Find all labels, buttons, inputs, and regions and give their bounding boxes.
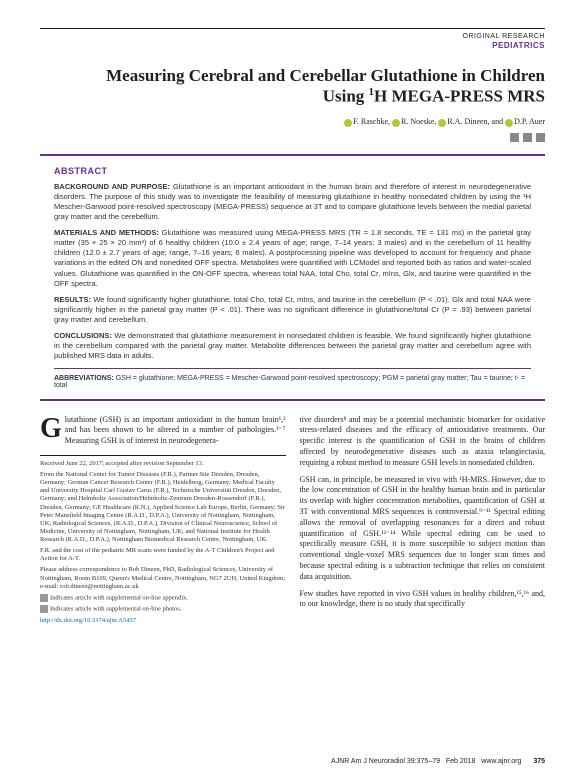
orcid-icon: [505, 119, 513, 127]
con-label: CONCLUSIONS:: [54, 331, 112, 340]
appendix-icon: [40, 594, 48, 602]
mm-label: MATERIALS AND METHODS:: [54, 228, 159, 237]
author-2: R. Noeske,: [401, 117, 436, 126]
abbrev-label: ABBREVIATIONS:: [54, 375, 114, 382]
body-p4: Few studies have reported in vivo GSH va…: [300, 589, 546, 611]
res-label: RESULTS:: [54, 295, 91, 304]
abbreviations: ABBREVIATIONS: GSH = glutathione; MEGA-P…: [54, 368, 531, 389]
orcid-icon: [392, 119, 400, 127]
dropcap: G: [40, 415, 65, 441]
footer-date: Feb 2018: [446, 758, 476, 765]
bg-label: BACKGROUND AND PURPOSE:: [54, 182, 170, 191]
page-footer: AJNR Am J Neuroradiol 39:375–79 Feb 2018…: [331, 758, 545, 765]
author-3: R.A. Dineen,: [447, 117, 489, 126]
abstract-results: RESULTS: We found significantly higher g…: [54, 295, 531, 325]
header-labels: ORIGINAL RESEARCH PEDIATRICS: [40, 33, 545, 50]
orcid-icon: [438, 119, 446, 127]
p1-text: lutathione (GSH) is an important antioxi…: [65, 415, 286, 446]
author-sep: and: [492, 117, 504, 126]
fn-funding: F.R. and the cost of the pediatric MR sc…: [40, 547, 286, 563]
abstract-background: BACKGROUND AND PURPOSE: Glutathione is a…: [54, 182, 531, 223]
body-p2: tive disorders⁸ and may be a potential m…: [300, 415, 546, 469]
fn-from: From the National Center for Tumor Disea…: [40, 471, 286, 544]
body-p1: Glutathione (GSH) is an important antiox…: [40, 415, 286, 447]
con-text: We demonstrated that glutathione measure…: [54, 331, 531, 360]
suppl2-text: Indicates article with supplemental on-l…: [50, 606, 181, 613]
abstract-methods: MATERIALS AND METHODS: Glutathione was m…: [54, 228, 531, 289]
article-title: Measuring Cerebral and Cerebellar Glutat…: [40, 66, 545, 107]
footer-journal: AJNR Am J Neuroradiol 39:375–79: [331, 758, 440, 765]
abstract-conclusions: CONCLUSIONS: We demonstrated that glutat…: [54, 331, 531, 361]
header-category: ORIGINAL RESEARCH: [40, 33, 545, 40]
footer-page: 375: [533, 758, 545, 765]
photos-icon: [40, 605, 48, 613]
top-rule: [40, 28, 545, 29]
abbrev-text: GSH = glutathione; MEGA-PRESS = Mescher-…: [54, 375, 525, 389]
author-4: D.P. Auer: [514, 117, 545, 126]
share-icon[interactable]: [536, 133, 545, 142]
suppl1-text: Indicates article with supplemental on-l…: [50, 594, 188, 601]
footnotes: Received June 22, 2017; accepted after r…: [40, 455, 286, 625]
fn-suppl2: Indicates article with supplemental on-l…: [40, 605, 286, 614]
share-icon[interactable]: [523, 133, 532, 142]
footer-url: www.ajnr.org: [481, 758, 521, 765]
abstract-heading: ABSTRACT: [54, 166, 531, 176]
doi-link[interactable]: http://dx.doi.org/10.3174/ajnr.A5457: [40, 617, 136, 624]
abstract-box: ABSTRACT BACKGROUND AND PURPOSE: Glutath…: [40, 154, 545, 401]
authors-line: F. Raschke, R. Noeske, R.A. Dineen, and …: [40, 117, 545, 126]
body-columns: Glutathione (GSH) is an important antiox…: [40, 415, 545, 629]
header-subcategory: PEDIATRICS: [40, 41, 545, 50]
column-right: tive disorders⁸ and may be a potential m…: [300, 415, 546, 629]
res-text: We found significantly higher glutathion…: [54, 295, 531, 324]
body-p3: GSH can, in principle, be measured in vi…: [300, 475, 546, 583]
orcid-icon: [344, 119, 352, 127]
share-icon[interactable]: [510, 133, 519, 142]
column-left: Glutathione (GSH) is an important antiox…: [40, 415, 286, 629]
share-icons: [40, 133, 545, 144]
fn-correspondence: Please address correspondence to Rob Din…: [40, 566, 286, 590]
fn-received: Received June 22, 2017; accepted after r…: [40, 460, 286, 468]
title-block: Measuring Cerebral and Cerebellar Glutat…: [40, 66, 545, 107]
author-1: F. Raschke,: [353, 117, 390, 126]
fn-suppl1: Indicates article with supplemental on-l…: [40, 594, 286, 603]
